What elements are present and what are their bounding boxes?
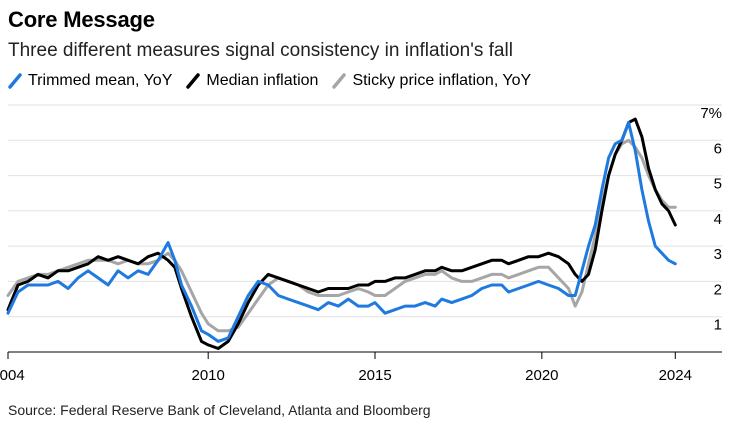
x-tick-label: 2015 (358, 367, 391, 384)
y-axis-tick-labels: 1 2 3 4 5 6 7% (700, 105, 722, 334)
x-tick-label: 2024 (659, 367, 692, 384)
y-tick-label: 2 (714, 281, 722, 298)
y-tick-label: 3 (714, 246, 722, 263)
x-axis: 2004 2010 2015 2020 2024 (0, 351, 722, 384)
x-tick-label: 2010 (191, 367, 224, 384)
y-tick-label: 1 (714, 317, 722, 334)
y-tick-label: 6 (714, 140, 722, 157)
y-tick-label: 4 (714, 211, 722, 228)
source-note: Source: Federal Reserve Bank of Clevelan… (8, 402, 431, 418)
series-line-median (6, 117, 677, 350)
series-line-trimmed-mean (6, 121, 677, 343)
legend-item-trimmed-mean: Trimmed mean, YoY (8, 72, 172, 90)
chart-title: Core Message (8, 7, 155, 32)
y-tick-label: 7% (700, 105, 722, 122)
chart-subtitle: Three different measures signal consiste… (8, 40, 513, 61)
y-tick-label: 5 (714, 176, 722, 193)
legend-item-median: Median inflation (186, 72, 318, 90)
x-tick-label: 2004 (0, 367, 25, 384)
legend-label-trimmed-mean: Trimmed mean, YoY (28, 72, 173, 89)
legend-swatch-sticky-price (332, 73, 347, 89)
x-tick-label: 2020 (525, 367, 558, 384)
legend-item-sticky-price: Sticky price inflation, YoY (332, 72, 531, 90)
series-lines (6, 117, 677, 350)
legend-label-sticky-price: Sticky price inflation, YoY (352, 72, 532, 89)
legend-swatch-median (186, 73, 201, 89)
legend: Trimmed mean, YoY Median inflation Stick… (8, 72, 545, 90)
legend-label-median: Median inflation (206, 72, 319, 89)
legend-swatch-trimmed-mean (8, 73, 22, 89)
